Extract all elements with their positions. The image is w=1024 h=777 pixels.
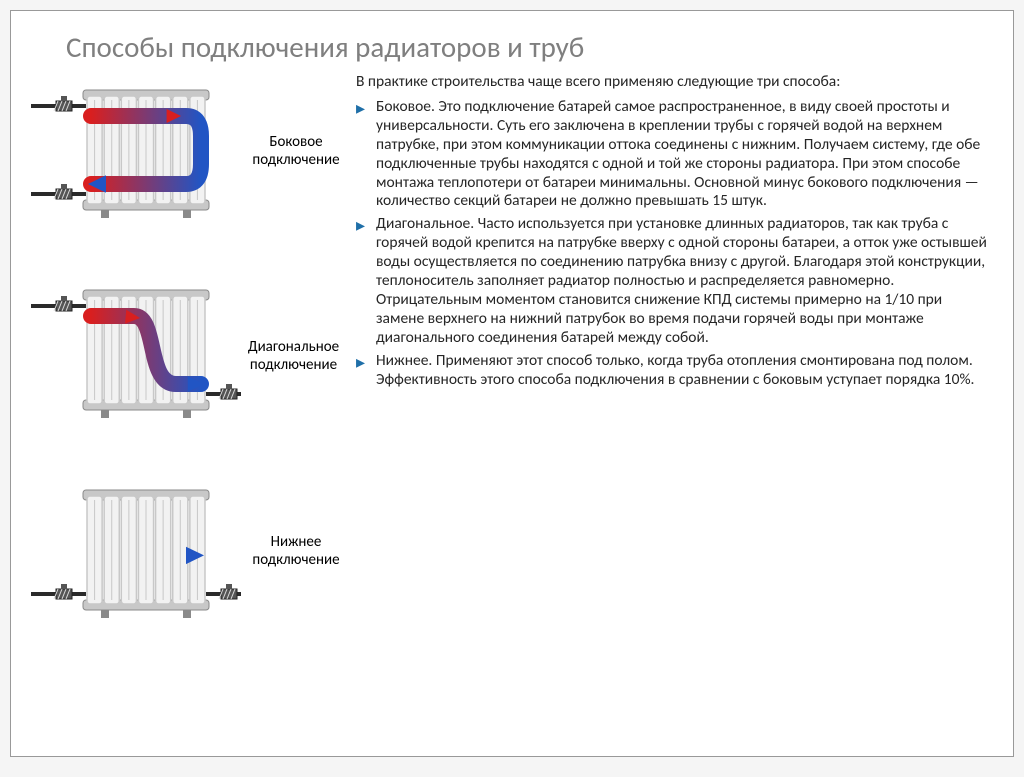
label-side: Боковое подключение xyxy=(241,133,351,169)
intro-text: В практике строительства чаще всего прим… xyxy=(356,73,988,92)
label-bottom: Нижнее подключение xyxy=(241,533,351,569)
label-diag: Диагональное подключение xyxy=(231,338,356,374)
label-side-text: Боковое подключение xyxy=(241,133,351,169)
bullet-item: Нижнее. Применяют этот способ только, ко… xyxy=(356,352,988,390)
diagram-side-connection xyxy=(31,78,241,238)
bullet-item: Боковое. Это подключение батарей самое р… xyxy=(356,98,988,211)
bullet-item: Диагональное. Часто используется при уст… xyxy=(356,215,988,347)
diagram-bottom-connection xyxy=(31,478,241,638)
label-diag-text: Диагональное подключение xyxy=(231,338,356,374)
page-title: Способы подключения радиаторов и труб xyxy=(66,29,988,65)
text-column: В практике строительства чаще всего прим… xyxy=(356,73,988,394)
bullet-list: Боковое. Это подключение батарей самое р… xyxy=(356,98,988,390)
content-row: Боковое подключение Диагональное подключ… xyxy=(31,73,988,394)
slide: Способы подключения радиаторов и труб Бо… xyxy=(10,10,1014,757)
diagram-diagonal-connection xyxy=(31,278,241,438)
diagram-column: Боковое подключение Диагональное подключ… xyxy=(31,73,356,394)
label-bottom-text: Нижнее подключение xyxy=(241,533,351,569)
